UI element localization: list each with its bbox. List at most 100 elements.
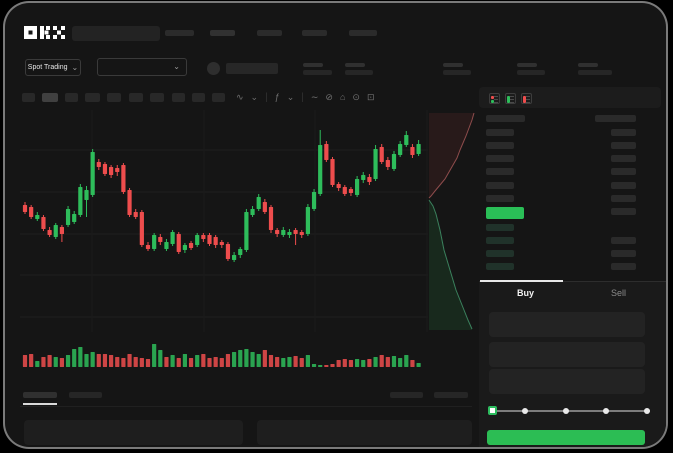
slider-step-25pct[interactable] xyxy=(522,408,528,414)
orderbook xyxy=(479,112,665,280)
bottom-tab-underline xyxy=(23,403,57,405)
bottom-field-right[interactable] xyxy=(257,420,472,445)
chart-tools: ∿ ⌄ | ƒ ⌄ | ∼ ⊘ ⌂ ⊙ ⊡ xyxy=(236,90,375,104)
slider-step-100pct[interactable] xyxy=(644,408,650,414)
trendline-icon[interactable]: ∼ xyxy=(310,91,319,102)
last-price-highlight[interactable] xyxy=(486,207,524,219)
fullscreen-icon[interactable]: ⊡ xyxy=(366,91,375,102)
orderbook-header-strip xyxy=(479,87,661,108)
orderbook-amount-bid xyxy=(611,250,636,257)
orderbook-price-ask[interactable] xyxy=(486,129,514,136)
snapshot-icon[interactable]: ⌂ xyxy=(339,92,346,102)
toolbar-divider: | xyxy=(301,91,304,103)
total-field[interactable] xyxy=(489,369,645,394)
timeframe-button-1[interactable] xyxy=(22,93,35,102)
orderbook-amount-ask xyxy=(611,168,636,175)
tab-buy[interactable]: Buy xyxy=(516,288,534,298)
orderbook-amount-bid xyxy=(611,263,636,270)
slider-handle[interactable] xyxy=(488,406,497,415)
orderbook-amount-ask xyxy=(611,195,636,202)
stat-value-1 xyxy=(303,70,332,75)
nav-item-2[interactable] xyxy=(210,30,235,36)
timeframe-button-7[interactable] xyxy=(150,93,164,102)
coin-avatar xyxy=(207,62,220,75)
orderbook-price-ask[interactable] xyxy=(486,142,514,149)
stat-label-2 xyxy=(345,63,365,67)
bottom-action-1[interactable] xyxy=(390,392,423,398)
stat-value-5 xyxy=(578,70,612,75)
market-type-label: Spot Trading xyxy=(27,64,68,71)
slider-step-75pct[interactable] xyxy=(603,408,609,414)
orderbook-price-ask[interactable] xyxy=(486,168,514,175)
timeframe-button-9[interactable] xyxy=(192,93,205,102)
orderbook-amount-ask xyxy=(611,142,636,149)
indicators-icon[interactable]: ƒ xyxy=(274,92,280,102)
orderbook-col-header-price xyxy=(486,115,525,122)
timeframe-button-2-active[interactable] xyxy=(42,93,58,102)
settings-icon[interactable]: ⊙ xyxy=(352,91,360,102)
orderbook-price-ask[interactable] xyxy=(486,195,514,202)
orderbook-price-bid[interactable] xyxy=(486,224,514,231)
stat-label-1 xyxy=(303,63,323,67)
orderbook-price-bid[interactable] xyxy=(486,263,514,270)
orderbook-price-ask[interactable] xyxy=(486,182,514,189)
book-bids-icon[interactable] xyxy=(505,93,516,104)
orderbook-amount-ask xyxy=(611,182,636,189)
buy-submit-button[interactable] xyxy=(487,430,645,445)
book-asks-icon[interactable] xyxy=(521,93,532,104)
timeframe-button-10[interactable] xyxy=(212,93,225,102)
amount-field[interactable] xyxy=(489,342,645,367)
bottom-tab-orders[interactable] xyxy=(23,392,57,398)
nav-item-5[interactable] xyxy=(349,30,377,36)
stat-value-2 xyxy=(345,70,373,75)
slider-step-50pct[interactable] xyxy=(563,408,569,414)
timeframe-button-8[interactable] xyxy=(172,93,185,102)
chart-type-chevron-icon[interactable]: ⌄ xyxy=(250,91,259,102)
chart-type-icon[interactable]: ∿ xyxy=(236,91,244,102)
bottom-field-left[interactable] xyxy=(24,420,243,445)
compare-icon[interactable]: ⊘ xyxy=(325,91,333,102)
tab-sell[interactable]: Sell xyxy=(610,288,626,298)
orderbook-amount-last xyxy=(611,208,636,215)
book-combined-icon[interactable] xyxy=(489,93,500,104)
orderbook-price-bid[interactable] xyxy=(486,237,514,244)
tabs-divider xyxy=(479,281,666,282)
active-tab-underline xyxy=(480,280,563,282)
orderbook-col-header-amount xyxy=(595,115,636,122)
nav-item-1[interactable] xyxy=(165,30,194,36)
orderbook-amount-bid xyxy=(611,237,636,244)
pair-dropdown[interactable]: ⌄ xyxy=(97,58,187,76)
stat-value-4 xyxy=(517,70,545,75)
orderbook-price-ask[interactable] xyxy=(486,155,514,162)
bottom-divider xyxy=(20,406,472,407)
timeframe-button-6[interactable] xyxy=(129,93,143,102)
chevron-down-icon: ⌄ xyxy=(173,62,180,71)
price-chart[interactable] xyxy=(20,108,430,374)
bottom-tab-history[interactable] xyxy=(69,392,102,398)
stat-label-4 xyxy=(517,63,537,67)
stat-label-3 xyxy=(443,63,463,67)
orderbook-amount-ask xyxy=(611,155,636,162)
chevron-down-icon: ⌄ xyxy=(71,62,79,72)
indicators-chevron-icon[interactable]: ⌄ xyxy=(286,91,295,102)
amount-slider-track[interactable] xyxy=(492,410,650,412)
app-window: Spot Trading ⌄ ⌄ xyxy=(3,1,668,449)
timeframe-button-3[interactable] xyxy=(65,93,78,102)
orderbook-price-bid[interactable] xyxy=(486,250,514,257)
last-price-placeholder xyxy=(226,63,278,74)
okx-logo xyxy=(24,26,65,39)
timeframe-button-4[interactable] xyxy=(85,93,100,102)
orderbook-amount-ask xyxy=(611,129,636,136)
timeframe-button-5[interactable] xyxy=(107,93,121,102)
stat-value-3 xyxy=(443,70,471,75)
toolbar-divider: | xyxy=(265,91,268,103)
bottom-action-2[interactable] xyxy=(434,392,468,398)
stat-label-5 xyxy=(578,63,598,67)
search-input[interactable] xyxy=(72,26,160,41)
depth-chart xyxy=(428,112,475,330)
market-type-dropdown[interactable]: Spot Trading ⌄ xyxy=(25,59,81,76)
price-field[interactable] xyxy=(489,312,645,337)
nav-item-4[interactable] xyxy=(302,30,327,36)
nav-item-3[interactable] xyxy=(257,30,282,36)
